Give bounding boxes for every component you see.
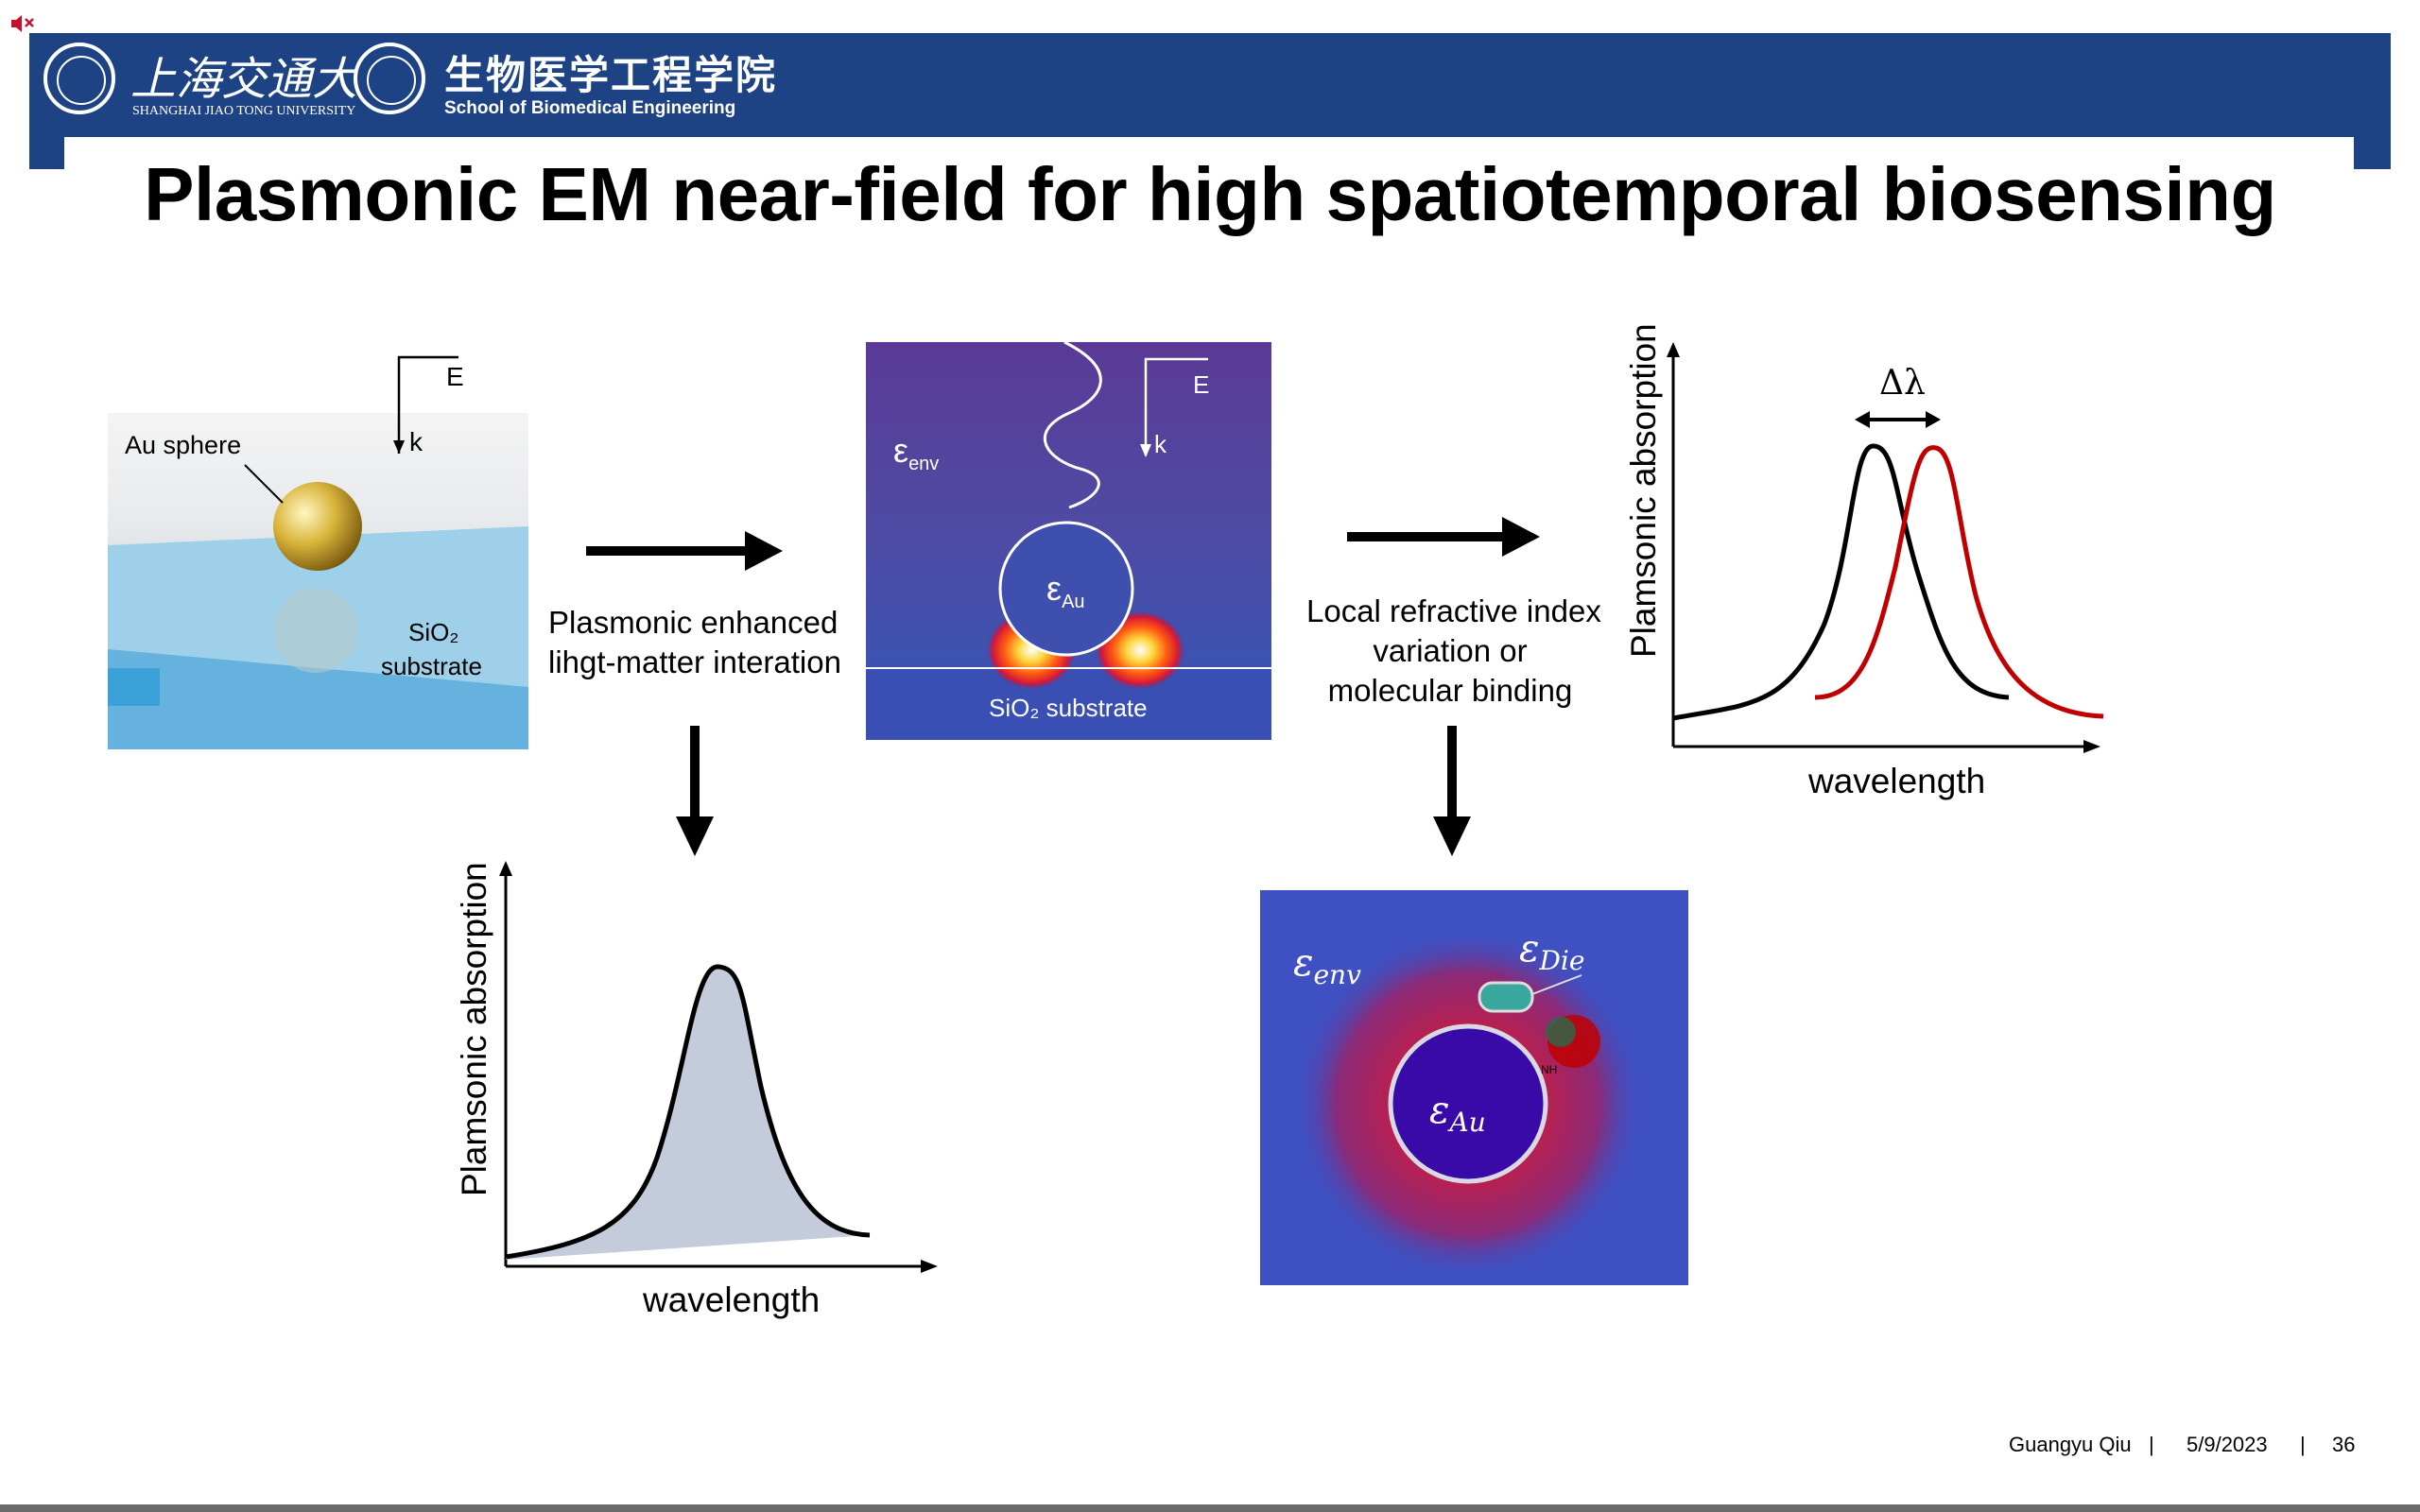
series-before-line [1672, 443, 2010, 721]
eps-au-label-3: εAu [1429, 1089, 1486, 1138]
header-tab-left [29, 137, 64, 169]
near-field-map-figure [866, 342, 1271, 740]
series-area [506, 966, 870, 1260]
x-axis-arrow [921, 1260, 938, 1273]
eps-die-label: εDie [1519, 927, 1585, 976]
eps-env-label-3: εenv [1293, 941, 1361, 990]
delta-arrow-right [1926, 411, 1941, 428]
eps-env-label: εenv [893, 431, 940, 475]
shift-chart-xlabel: wavelength [1808, 762, 1986, 800]
shift-chart-ylabel: Plamsonic absorption [1624, 323, 1663, 658]
e-field-label-2: E [1193, 370, 1210, 399]
arrow-right-2 [1347, 517, 1540, 557]
series-after-line [1814, 445, 2104, 719]
university-seal-icon [43, 43, 115, 114]
footer-author: Guangyu Qiu [2009, 1433, 2132, 1456]
delta-lambda-label: Δλ [1879, 364, 1926, 403]
arrow-right-1 [586, 531, 783, 571]
single-chart-xlabel: wavelength [643, 1280, 821, 1319]
arrow-down-1 [676, 726, 714, 856]
slide-title: Plasmonic EM near-field for high spatiot… [144, 152, 2276, 236]
y-axis-arrow [499, 861, 512, 876]
eps-au-label: εAu [1046, 569, 1085, 613]
school-seal-icon [354, 43, 425, 114]
nh-label: NH [1541, 1063, 1558, 1076]
sio2-label: SiO₂ [408, 618, 459, 646]
delta-arrow-left [1855, 411, 1870, 428]
footer-date: 5/9/2023 [2187, 1433, 2268, 1456]
university-name-en: SHANGHAI JIAO TONG UNIVERSITY [132, 104, 356, 118]
step1-text-line1: Plasmonic enhanced [548, 605, 838, 640]
single-spectrum-chart [499, 861, 938, 1273]
school-name-en: School of Biomedical Engineering [444, 98, 736, 118]
au-sphere-label: Au sphere [125, 431, 242, 459]
arrow-down-2 [1433, 726, 1471, 856]
header-tab-right [2354, 137, 2391, 169]
school-name-cn: 生物医学工程学院 [444, 53, 778, 97]
au-sphere-figure [108, 413, 528, 749]
footer-separator-1: | [2149, 1433, 2154, 1456]
substrate-label: substrate [381, 652, 482, 680]
step2-text-line2: variation or [1373, 633, 1528, 668]
header-notch [64, 137, 2354, 169]
single-chart-ylabel: Plamsonic absorption [455, 862, 493, 1196]
shift-spectrum-chart [1667, 342, 2104, 753]
k-vector-label-2: k [1154, 430, 1167, 458]
bottom-strip [0, 1504, 2420, 1512]
binding-scene-figure [1260, 890, 1688, 1285]
sio2-substrate-label: SiO₂ substrate [989, 694, 1148, 722]
polarization-axes-icon [393, 355, 458, 454]
footer-separator-2: | [2300, 1433, 2306, 1456]
series-line [505, 964, 871, 1260]
e-field-label: E [446, 362, 464, 391]
step2-text-line1: Local refractive index [1306, 593, 1601, 628]
k-vector-label: k [409, 427, 423, 456]
step2-text-line3: molecular binding [1327, 673, 1573, 708]
speaker-muted-icon[interactable] [9, 13, 38, 34]
y-axis-arrow [1667, 342, 1680, 357]
footer-page-number: 36 [2332, 1433, 2356, 1456]
x-axis-arrow [2083, 740, 2100, 753]
step1-text-line2: lihgt-matter interation [548, 644, 841, 679]
